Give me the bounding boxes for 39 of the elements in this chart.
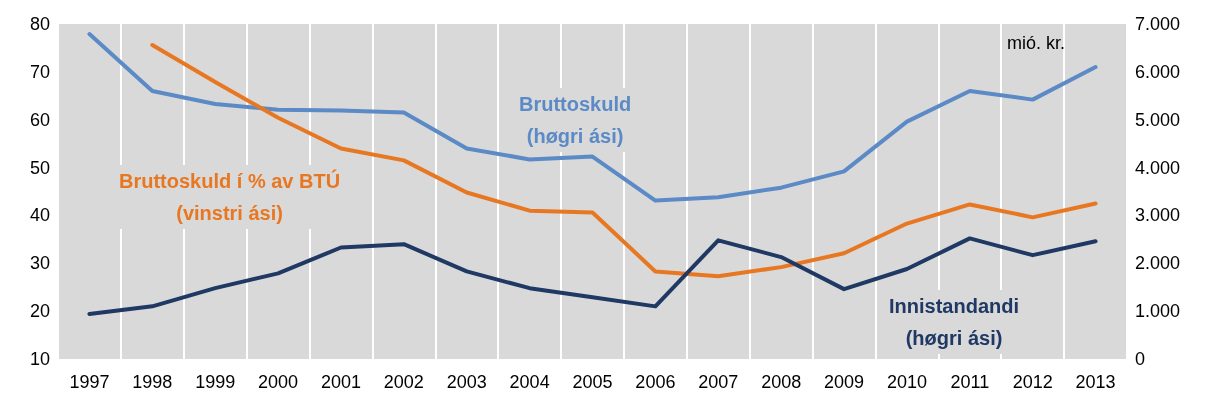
y2-tick-label: 3.000 — [1135, 205, 1181, 226]
x-tick-label: 1997 — [69, 372, 110, 392]
x-tick-label: 1999 — [195, 372, 236, 392]
y2-tick-label: 1.000 — [1135, 301, 1181, 322]
line-series — [87, 32, 1098, 203]
y-tick-label: 70 — [29, 61, 50, 82]
x-tick-label: 2011 — [950, 372, 990, 392]
y2-tick-label: 0 — [1135, 349, 1146, 369]
y2-tick-label: 4.000 — [1135, 157, 1181, 178]
x-tick-label: 1998 — [132, 372, 173, 392]
y-tick-label: 80 — [29, 14, 50, 34]
x-tick-label: 2000 — [258, 372, 299, 392]
x-tick-label: 2010 — [886, 372, 927, 392]
y-tick-label: 30 — [29, 253, 50, 274]
x-tick-label: 2005 — [572, 372, 613, 392]
x-tick-label: 2004 — [509, 372, 550, 392]
y2-axis-title: mió. kr. — [1006, 33, 1065, 53]
x-tick-label: 2007 — [698, 372, 739, 392]
x-tick-label: 2013 — [1075, 372, 1116, 392]
y-tick-label: 20 — [29, 301, 50, 322]
line-series — [87, 236, 1098, 317]
series-label: Innistandandi (høgri ási) — [889, 295, 1019, 349]
y-tick-label: 60 — [29, 109, 50, 130]
x-tick-label: 2008 — [761, 372, 802, 392]
series-label: Bruttoskuld (høgri ási) — [519, 93, 632, 147]
x-tick-label: 2003 — [446, 372, 487, 392]
y2-tick-label: 5.000 — [1135, 109, 1181, 130]
y2-tick-label: 6.000 — [1135, 61, 1181, 82]
x-tick-label: 2009 — [824, 372, 865, 392]
y-tick-label: 10 — [29, 349, 50, 369]
series-label: Bruttoskuld í % av BTÚ (vinstri ási) — [119, 169, 341, 224]
x-tick-label: 2006 — [635, 372, 676, 392]
y2-tick-label: 2.000 — [1135, 253, 1181, 274]
y-tick-label: 50 — [29, 157, 50, 178]
x-tick-label: 2012 — [1012, 372, 1053, 392]
y2-tick-label: 7.000 — [1135, 14, 1181, 34]
x-tick-label: 2002 — [383, 372, 424, 392]
x-tick-label: 2001 — [320, 372, 361, 392]
y-tick-label: 40 — [29, 205, 50, 226]
